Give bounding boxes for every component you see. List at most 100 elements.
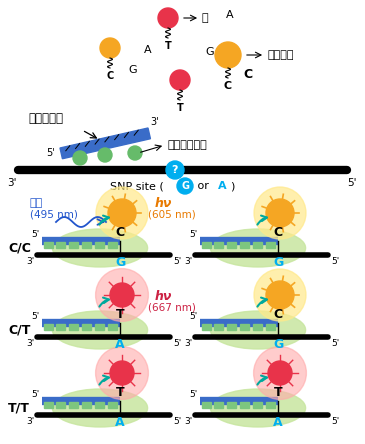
Circle shape <box>215 42 241 68</box>
Ellipse shape <box>53 389 147 427</box>
Text: SNP site (: SNP site ( <box>110 181 164 191</box>
Bar <box>227 401 236 408</box>
Text: A: A <box>226 10 234 20</box>
Bar <box>265 401 274 408</box>
Text: 3': 3' <box>185 417 193 426</box>
Bar <box>95 401 104 408</box>
Bar <box>108 242 116 248</box>
Text: C: C <box>273 308 283 321</box>
Text: 5': 5' <box>331 339 339 348</box>
Bar <box>82 242 91 248</box>
Text: オレンジ: オレンジ <box>267 50 293 60</box>
Text: 5': 5' <box>32 230 40 239</box>
Ellipse shape <box>210 229 306 267</box>
Circle shape <box>108 199 136 227</box>
Circle shape <box>96 187 148 239</box>
Circle shape <box>158 8 178 28</box>
Text: or: or <box>194 181 212 191</box>
Bar <box>43 242 53 248</box>
Text: G: G <box>273 338 283 351</box>
Ellipse shape <box>210 389 306 427</box>
Text: C: C <box>224 81 232 91</box>
Text: 3': 3' <box>27 417 35 426</box>
Circle shape <box>96 269 149 321</box>
Text: C: C <box>243 68 253 82</box>
Text: G: G <box>115 256 125 269</box>
Text: G: G <box>206 47 214 57</box>
Bar <box>253 401 262 408</box>
Circle shape <box>166 161 184 179</box>
Bar <box>201 242 211 248</box>
Text: 5': 5' <box>190 230 198 239</box>
Circle shape <box>177 178 193 194</box>
Text: 3': 3' <box>27 339 35 348</box>
Text: 3': 3' <box>7 178 17 188</box>
Bar <box>240 401 249 408</box>
Circle shape <box>268 361 292 385</box>
Text: A: A <box>273 416 283 429</box>
Text: 5': 5' <box>32 390 40 399</box>
Text: 5': 5' <box>331 417 339 426</box>
Text: 5': 5' <box>331 257 339 266</box>
Bar <box>56 401 65 408</box>
Text: (605 nm): (605 nm) <box>148 209 196 219</box>
Text: (495 nm): (495 nm) <box>30 209 78 219</box>
Text: T: T <box>177 103 183 113</box>
Bar <box>265 242 274 248</box>
Text: (667 nm): (667 nm) <box>148 302 196 312</box>
Circle shape <box>128 146 142 160</box>
Bar <box>82 401 91 408</box>
Polygon shape <box>60 128 150 159</box>
Bar <box>69 324 78 330</box>
Text: A: A <box>218 181 227 191</box>
Bar <box>240 242 249 248</box>
Text: C: C <box>106 71 114 81</box>
Ellipse shape <box>53 229 147 267</box>
Text: T: T <box>116 386 124 399</box>
Text: 赤: 赤 <box>202 13 209 23</box>
Text: 3': 3' <box>27 257 35 266</box>
Bar <box>214 401 223 408</box>
Circle shape <box>73 151 87 165</box>
Text: C/C: C/C <box>8 242 31 254</box>
Text: hν: hν <box>155 197 172 210</box>
Text: T: T <box>274 386 282 399</box>
Text: hν: hν <box>155 289 172 302</box>
Text: 5': 5' <box>46 148 55 158</box>
Text: 5': 5' <box>190 312 198 321</box>
Text: 5': 5' <box>190 390 198 399</box>
Bar <box>95 242 104 248</box>
Text: 5': 5' <box>347 178 357 188</box>
Circle shape <box>96 347 149 400</box>
Text: G: G <box>273 256 283 269</box>
Bar <box>240 324 249 330</box>
Bar <box>69 242 78 248</box>
Text: ): ) <box>230 181 234 191</box>
Text: A: A <box>115 416 125 429</box>
Text: 3': 3' <box>150 117 159 127</box>
Text: ?: ? <box>172 165 178 175</box>
Bar <box>69 401 78 408</box>
Bar <box>56 242 65 248</box>
Text: 5': 5' <box>173 257 181 266</box>
Bar <box>227 242 236 248</box>
Text: T/T: T/T <box>8 401 30 415</box>
Text: A: A <box>144 45 152 55</box>
Text: T: T <box>116 308 124 321</box>
Ellipse shape <box>210 311 306 349</box>
Circle shape <box>266 281 294 309</box>
Circle shape <box>110 283 134 307</box>
Text: C: C <box>273 226 283 239</box>
Text: C/T: C/T <box>8 324 30 337</box>
Circle shape <box>266 199 294 227</box>
Circle shape <box>110 361 134 385</box>
Text: C: C <box>115 226 124 239</box>
Circle shape <box>100 38 120 58</box>
Text: プライマー: プライマー <box>28 111 63 124</box>
Bar <box>43 401 53 408</box>
Text: 5': 5' <box>32 312 40 321</box>
Text: 励起: 励起 <box>30 198 43 208</box>
Text: 5': 5' <box>173 417 181 426</box>
Ellipse shape <box>53 311 147 349</box>
Bar <box>214 324 223 330</box>
